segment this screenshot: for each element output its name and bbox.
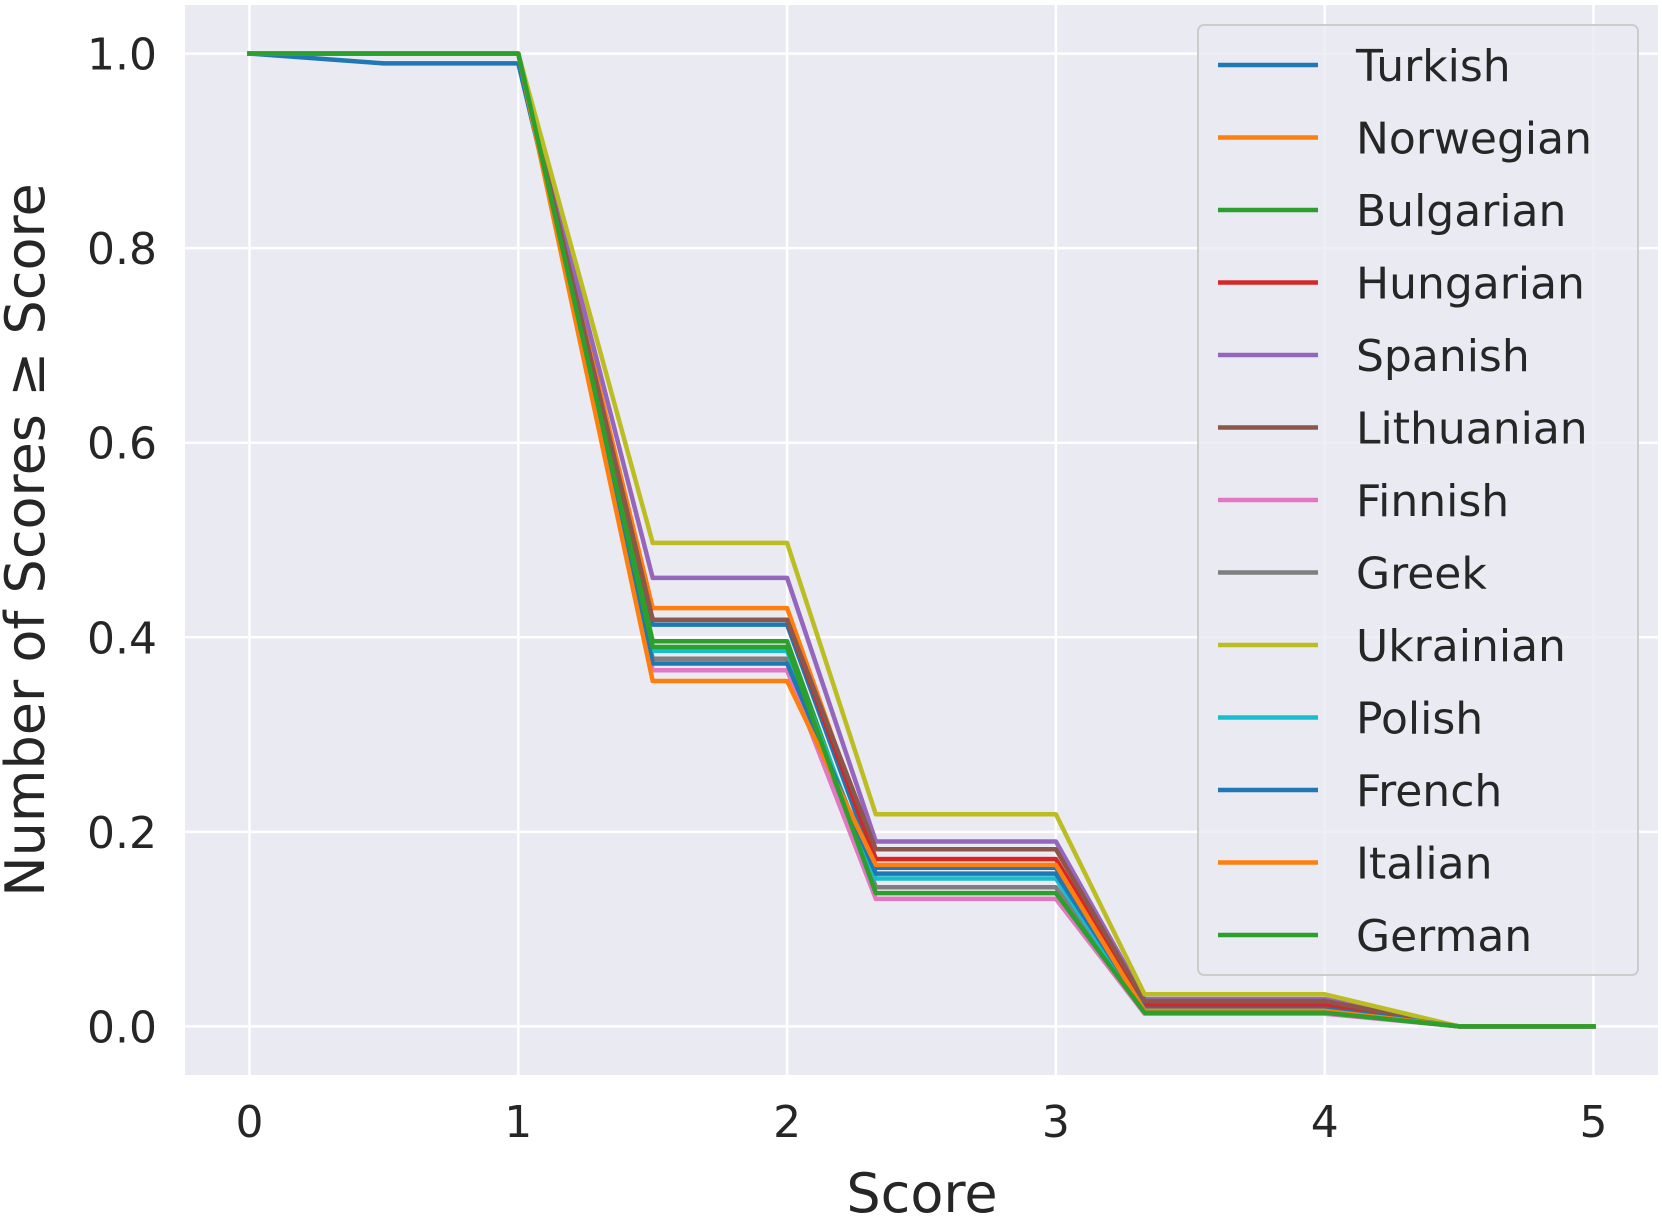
legend: Turkish Norwegian Bulgarian Hungarian Spanis… [1197,24,1639,976]
y-axis-label: Number of Scores ≥ Score [0,183,57,897]
legend-label-polish: Polish [1356,694,1483,745]
legend-label-german: German [1356,911,1532,962]
legend-label-greek: Greek [1356,549,1487,600]
legend-label-norwegian: Norwegian [1356,114,1592,165]
y-tick-labels: 0.0 0.2 0.4 0.6 0.8 1.0 [87,30,157,1054]
y-tick-label: 0.6 [87,419,157,470]
x-tick-label: 0 [236,1097,264,1148]
legend-label-ukrainian: Ukrainian [1356,621,1566,672]
y-tick-label: 0.8 [87,224,157,275]
series-lines [247,51,1596,1029]
legend-label-french: French [1356,766,1502,817]
legend-label-turkish: Turkish [1355,41,1511,92]
legend-label-hungarian: Hungarian [1356,259,1585,310]
x-axis-label: Score [846,1162,997,1225]
x-tick-label: 5 [1579,1097,1607,1148]
x-tick-labels: 0 1 2 3 4 5 [236,1097,1608,1148]
x-tick-label: 1 [504,1097,532,1148]
y-tick-label: 1.0 [87,30,157,81]
y-tick-label: 0.0 [87,1002,157,1053]
x-tick-label: 4 [1311,1097,1339,1148]
x-tick-label: 3 [1042,1097,1070,1148]
legend-label-italian: Italian [1356,839,1493,890]
legend-label-bulgarian: Bulgarian [1356,186,1566,237]
legend-frame [1197,24,1639,976]
legend-label-finnish: Finnish [1356,476,1509,527]
series-line-german [247,51,1596,1029]
legend-label-spanish: Spanish [1356,331,1530,382]
x-tick-label: 2 [773,1097,801,1148]
y-tick-label: 0.4 [87,613,157,664]
y-tick-label: 0.2 [87,808,157,859]
legend-label-lithuanian: Lithuanian [1356,404,1588,455]
